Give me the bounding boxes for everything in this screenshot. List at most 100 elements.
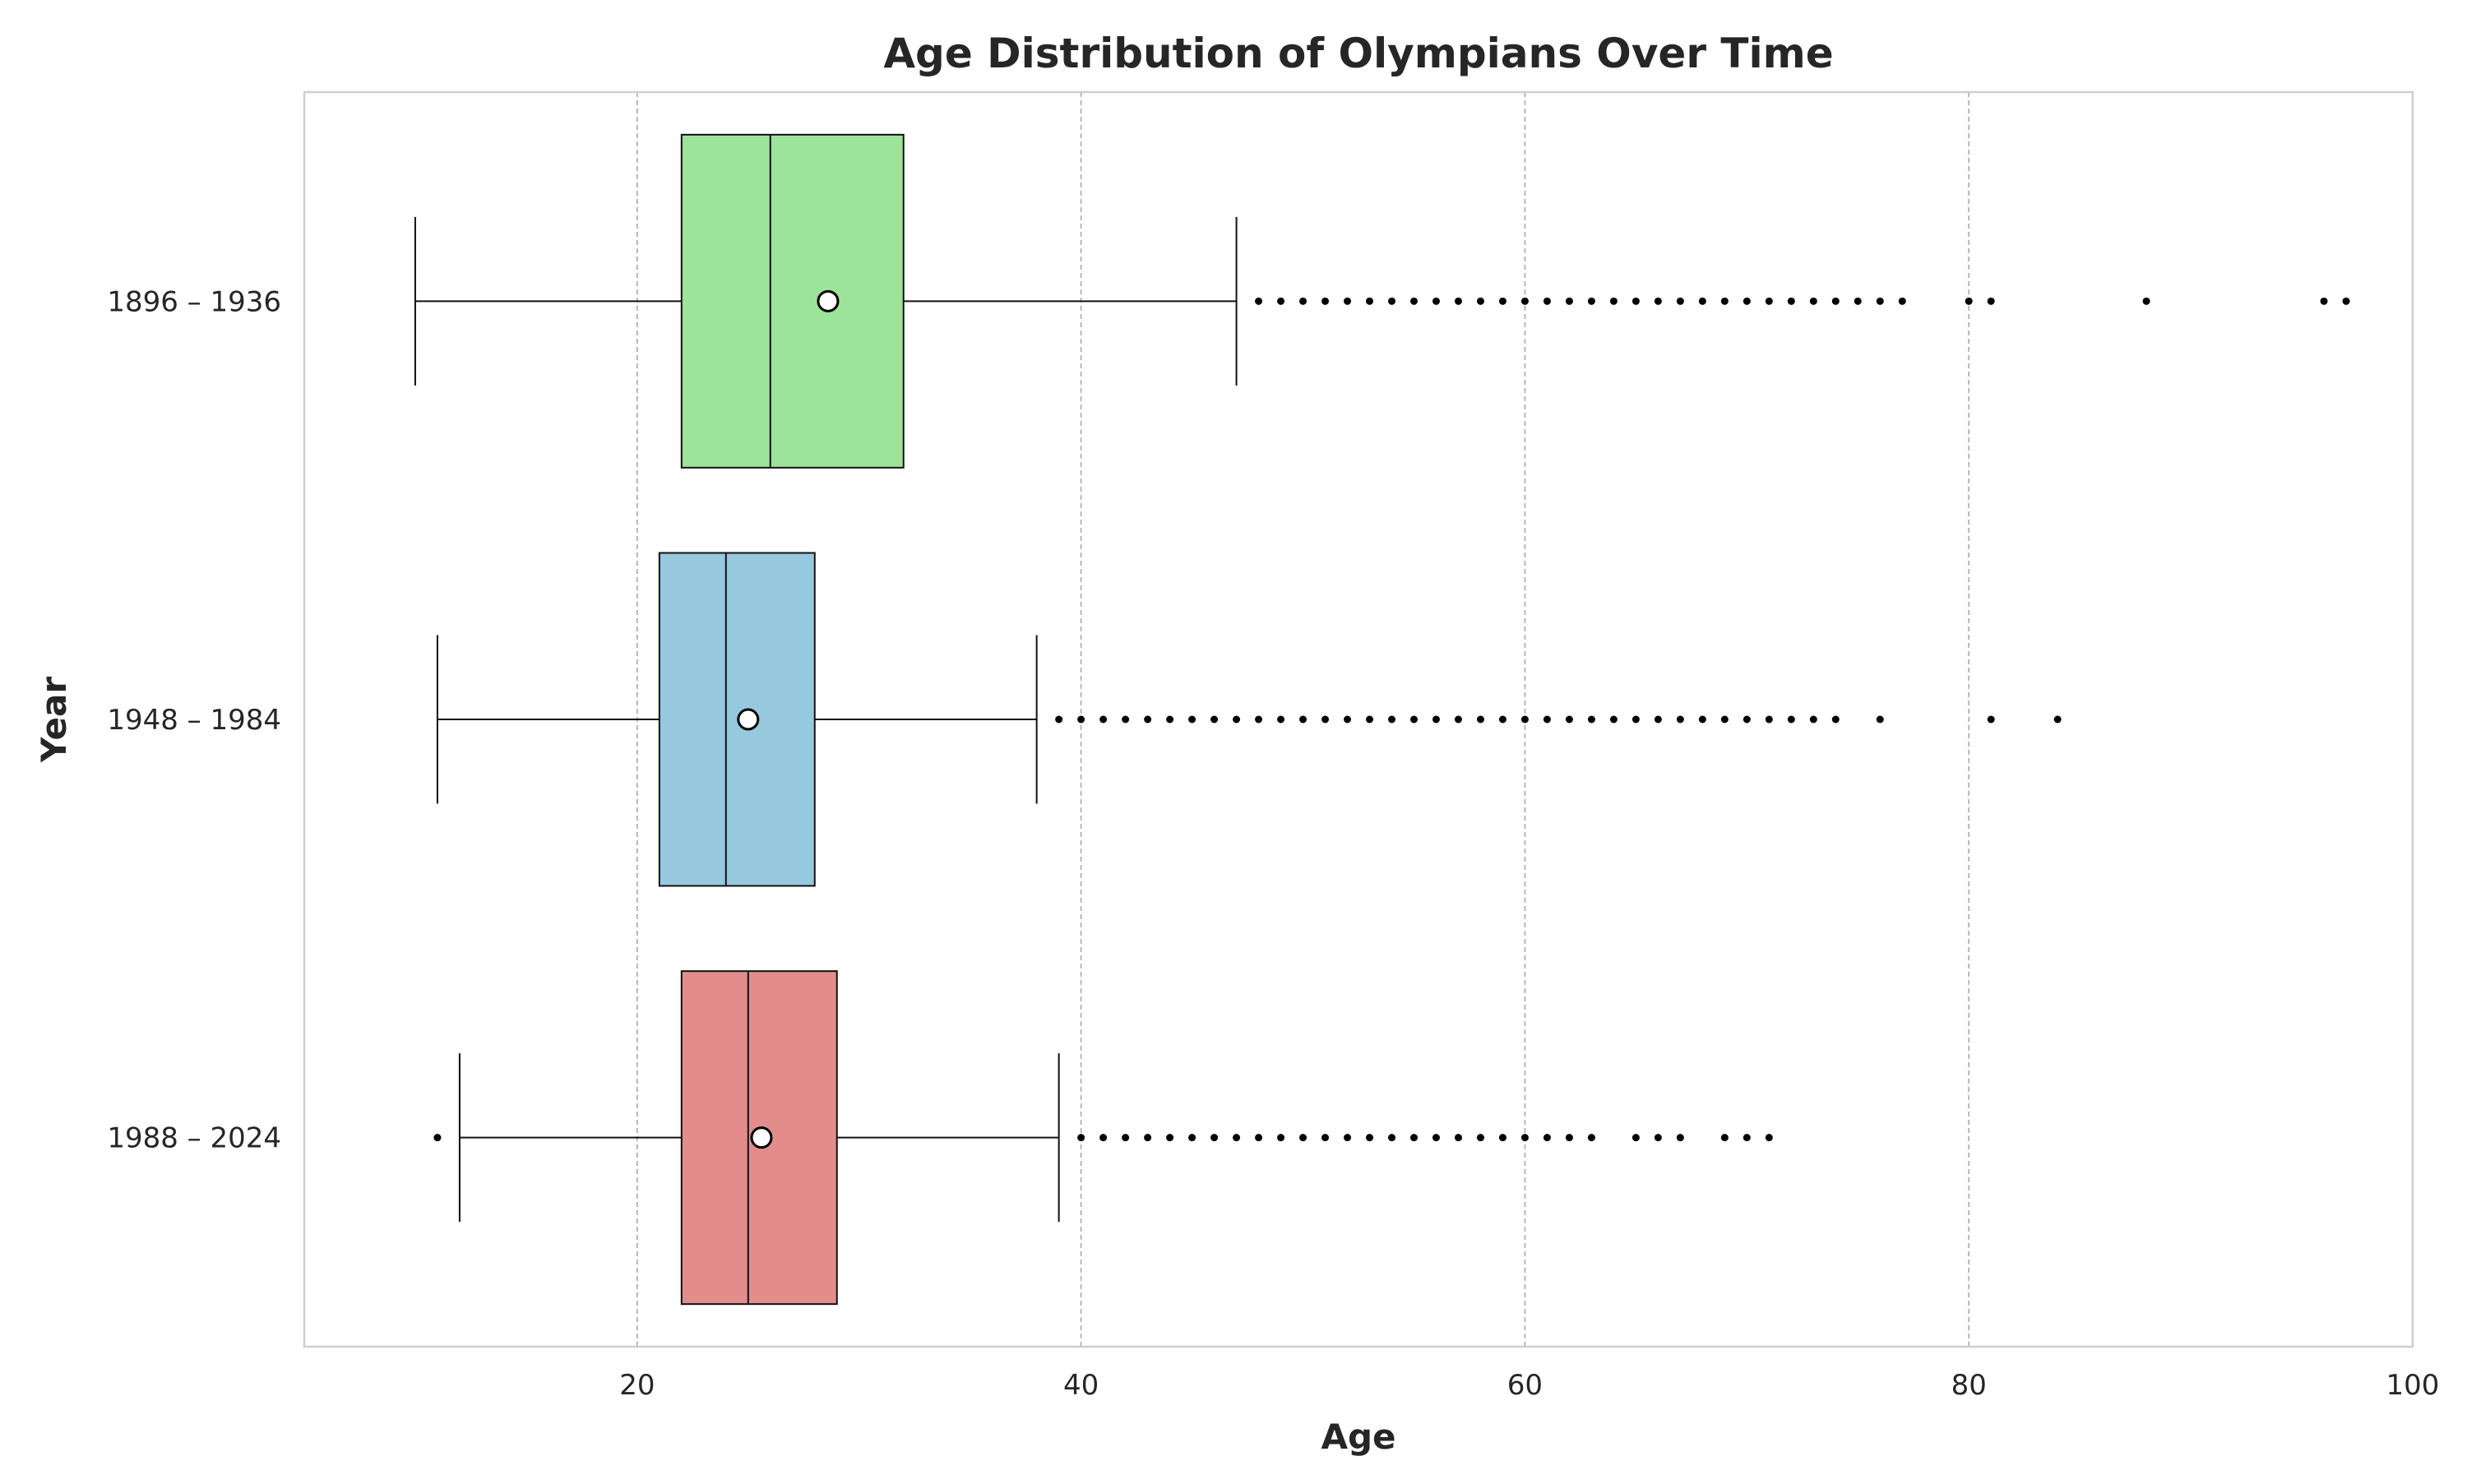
outlier-point (1787, 297, 1795, 305)
outlier-point (1344, 715, 1352, 724)
outlier-point (1055, 715, 1063, 724)
outlier-point (1432, 1134, 1440, 1142)
outlier-point (1432, 715, 1440, 724)
outlier-point (2342, 297, 2350, 305)
outlier-point (1520, 297, 1529, 305)
outlier-point (1122, 715, 1130, 724)
outlier-point (1233, 715, 1241, 724)
outlier-point (1809, 715, 1817, 724)
outlier-point (1476, 715, 1484, 724)
outlier-point (1987, 297, 1995, 305)
outlier-point (1409, 1134, 1418, 1142)
outlier-point (1898, 297, 1906, 305)
outlier-point (1277, 297, 1285, 305)
outlier-point (1299, 297, 1308, 305)
outlier-point (1188, 1134, 1196, 1142)
outlier-point (1520, 1134, 1529, 1142)
outlier-point (1321, 715, 1330, 724)
outlier-point (1831, 297, 1840, 305)
outlier-point (1344, 1134, 1352, 1142)
outlier-point (1409, 715, 1418, 724)
outlier-point (1277, 715, 1285, 724)
outlier-point (1454, 297, 1462, 305)
outlier-point (1676, 297, 1684, 305)
outlier-point (1454, 1134, 1462, 1142)
mean-marker (817, 289, 840, 312)
outlier-point (1255, 715, 1263, 724)
outlier-point (1543, 1134, 1551, 1142)
outlier-point (1321, 1134, 1330, 1142)
mean-marker (737, 708, 760, 731)
outlier-point (1587, 715, 1595, 724)
outlier-point (1476, 1134, 1484, 1142)
y-tick-label: 1896 – 1936 (107, 285, 281, 318)
x-tick-label: 60 (1507, 1369, 1543, 1402)
y-tick-label: 1948 – 1984 (107, 704, 281, 737)
outlier-point (1787, 715, 1795, 724)
y-tick-labels: 1896 – 1936 1948 – 1984 1988 – 2024 (107, 285, 281, 1154)
outlier-point (1987, 715, 1995, 724)
outlier-point (1166, 715, 1174, 724)
outlier-point (1609, 715, 1618, 724)
outlier-point (1476, 297, 1484, 305)
outlier-point (1565, 715, 1573, 724)
y-tick-label: 1988 – 2024 (107, 1122, 281, 1155)
outlier-point (1743, 715, 1751, 724)
outlier-point (1498, 1134, 1507, 1142)
outlier-point (1299, 715, 1308, 724)
box-group (433, 970, 1773, 1306)
outlier-point (1698, 297, 1706, 305)
outlier-point (1654, 297, 1662, 305)
outlier-point (1676, 1134, 1684, 1142)
outlier-point (1255, 1134, 1263, 1142)
outlier-point (1543, 297, 1551, 305)
outlier-point (1520, 715, 1529, 724)
outlier-point (1765, 297, 1773, 305)
outlier-point (1765, 1134, 1773, 1142)
x-tick-label: 40 (1063, 1369, 1099, 1402)
outlier-point (1809, 297, 1817, 305)
outlier-point (1077, 1134, 1085, 1142)
x-axis-label: Age (1321, 1417, 1395, 1457)
outlier-point (433, 1134, 442, 1142)
iqr-box (680, 133, 905, 469)
outlier-point (1099, 715, 1108, 724)
outlier-point (1144, 715, 1152, 724)
outlier-point (1387, 715, 1395, 724)
outlier-point (1565, 1134, 1573, 1142)
outlier-point (1365, 297, 1373, 305)
outlier-point (1255, 297, 1263, 305)
outlier-point (1632, 1134, 1640, 1142)
outlier-point (1743, 297, 1751, 305)
outlier-point (1387, 1134, 1395, 1142)
outlier-point (1210, 715, 1219, 724)
outlier-point (1565, 297, 1573, 305)
outlier-point (1299, 1134, 1308, 1142)
outlier-point (1632, 297, 1640, 305)
outlier-point (1831, 715, 1840, 724)
box-group (436, 552, 2062, 887)
outlier-point (1720, 715, 1729, 724)
plot-frame (303, 90, 2414, 1348)
outlier-point (1720, 1134, 1729, 1142)
outlier-point (1409, 297, 1418, 305)
outlier-point (1166, 1134, 1174, 1142)
outlier-point (1765, 715, 1773, 724)
outlier-point (2142, 297, 2150, 305)
outlier-point (1587, 297, 1595, 305)
outlier-point (1632, 715, 1640, 724)
outlier-point (1365, 715, 1373, 724)
outlier-point (1498, 715, 1507, 724)
outlier-point (1077, 715, 1085, 724)
outlier-point (1454, 715, 1462, 724)
outlier-point (1654, 715, 1662, 724)
x-tick-label: 80 (1951, 1369, 1987, 1402)
outlier-point (1344, 297, 1352, 305)
outlier-point (1277, 1134, 1285, 1142)
outlier-point (1387, 297, 1395, 305)
x-tick-labels: 20 40 60 80 100 (619, 1369, 2439, 1402)
outlier-point (1854, 297, 1862, 305)
outlier-point (1543, 715, 1551, 724)
chart-title: Age Distribution of Olympians Over Time (883, 30, 1833, 77)
